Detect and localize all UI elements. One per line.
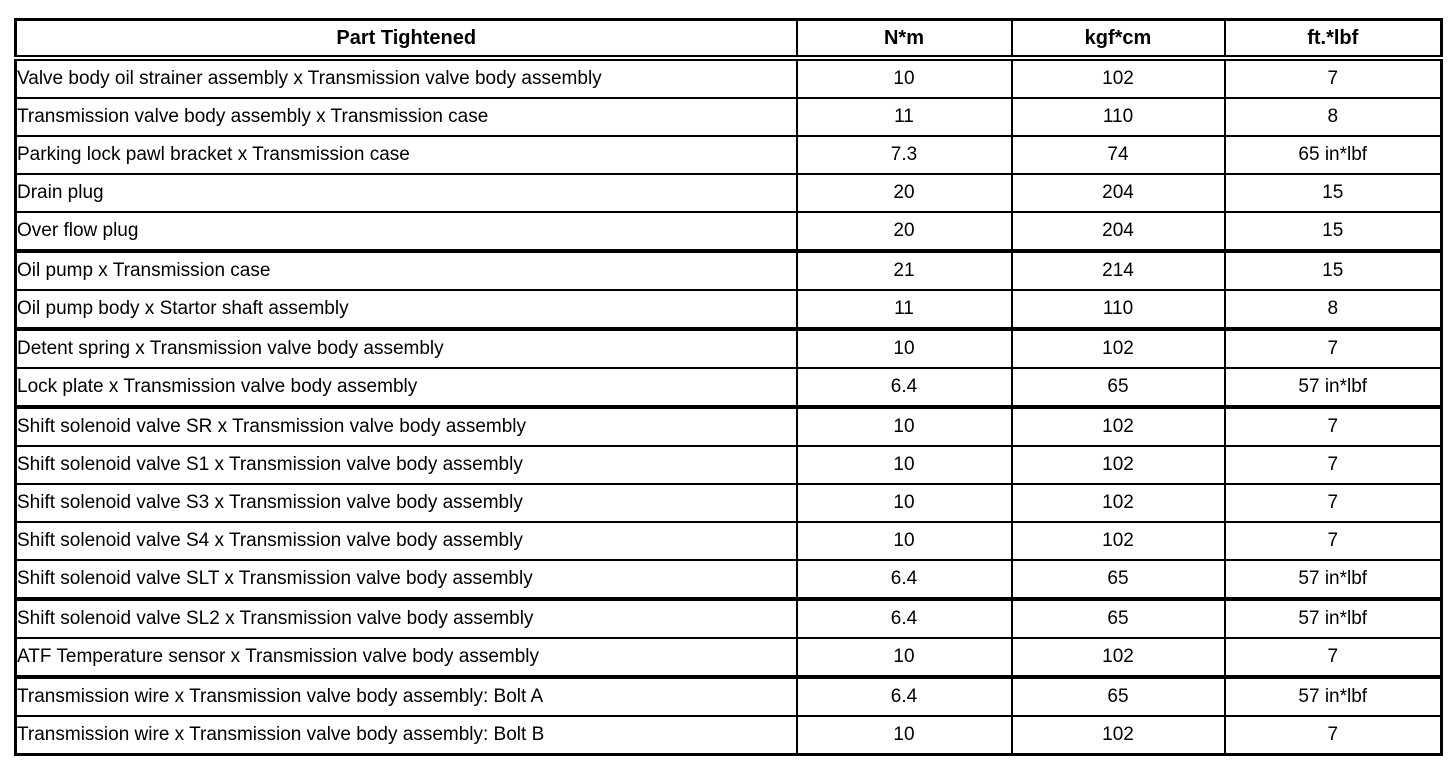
table-row: Transmission wire x Transmission valve b… — [14, 677, 1443, 717]
table-row: Oil pump body x Startor shaft assembly 1… — [14, 290, 1443, 331]
nm-value-cell: 20 — [795, 212, 1013, 253]
part-tightened-cell: Shift solenoid valve SR x Transmission v… — [14, 407, 798, 447]
ftlbf-value-cell: 7 — [1223, 716, 1443, 756]
table-row: Shift solenoid valve S1 x Transmission v… — [14, 446, 1443, 485]
part-tightened-cell: Shift solenoid valve SLT x Transmission … — [14, 560, 798, 601]
nm-value-cell: 6.4 — [795, 368, 1013, 409]
kgfcm-value-cell: 102 — [1010, 716, 1226, 756]
col-header-ftlbf: ft.*lbf — [1223, 19, 1443, 61]
table-header: Part Tightened N*m kgf*cm ft.*lbf — [14, 19, 1443, 61]
ftlbf-value-cell: 8 — [1223, 290, 1443, 331]
part-tightened-cell: Transmission valve body assembly x Trans… — [14, 98, 798, 137]
table-row: ATF Temperature sensor x Transmission va… — [14, 638, 1443, 679]
nm-value-cell: 20 — [795, 174, 1013, 213]
nm-value-cell: 11 — [795, 290, 1013, 331]
ftlbf-value-cell: 8 — [1223, 98, 1443, 137]
table-row: Transmission wire x Transmission valve b… — [14, 716, 1443, 756]
nm-value-cell: 10 — [795, 484, 1013, 523]
table-row: Valve body oil strainer assembly x Trans… — [14, 58, 1443, 99]
nm-value-cell: 6.4 — [795, 677, 1013, 717]
kgfcm-value-cell: 102 — [1010, 407, 1226, 447]
part-tightened-cell: Valve body oil strainer assembly x Trans… — [14, 58, 798, 99]
ftlbf-value-cell: 57 in*lbf — [1223, 677, 1443, 717]
part-tightened-cell: ATF Temperature sensor x Transmission va… — [14, 638, 798, 679]
part-tightened-cell: Transmission wire x Transmission valve b… — [14, 677, 798, 717]
kgfcm-value-cell: 102 — [1010, 484, 1226, 523]
table-row: Shift solenoid valve S4 x Transmission v… — [14, 522, 1443, 561]
ftlbf-value-cell: 7 — [1223, 522, 1443, 561]
nm-value-cell: 10 — [795, 638, 1013, 679]
kgfcm-value-cell: 102 — [1010, 58, 1226, 99]
kgfcm-value-cell: 102 — [1010, 522, 1226, 561]
header-row: Part Tightened N*m kgf*cm ft.*lbf — [14, 19, 1443, 61]
nm-value-cell: 21 — [795, 251, 1013, 291]
ftlbf-value-cell: 15 — [1223, 251, 1443, 291]
kgfcm-value-cell: 65 — [1010, 368, 1226, 409]
part-tightened-cell: Oil pump x Transmission case — [14, 251, 798, 291]
nm-value-cell: 11 — [795, 98, 1013, 137]
nm-value-cell: 6.4 — [795, 599, 1013, 639]
kgfcm-value-cell: 204 — [1010, 212, 1226, 253]
kgfcm-value-cell: 110 — [1010, 290, 1226, 331]
nm-value-cell: 10 — [795, 58, 1013, 99]
table-body: Valve body oil strainer assembly x Trans… — [14, 58, 1443, 756]
table-row: Detent spring x Transmission valve body … — [14, 329, 1443, 369]
kgfcm-value-cell: 102 — [1010, 638, 1226, 679]
part-tightened-cell: Over flow plug — [14, 212, 798, 253]
kgfcm-value-cell: 102 — [1010, 329, 1226, 369]
kgfcm-value-cell: 102 — [1010, 446, 1226, 485]
nm-value-cell: 7.3 — [795, 136, 1013, 175]
kgfcm-value-cell: 65 — [1010, 677, 1226, 717]
ftlbf-value-cell: 15 — [1223, 174, 1443, 213]
ftlbf-value-cell: 7 — [1223, 407, 1443, 447]
torque-spec-sheet: Part Tightened N*m kgf*cm ft.*lbf Valve … — [14, 18, 1443, 756]
table-row: Oil pump x Transmission case 21 214 15 — [14, 251, 1443, 291]
table-row: Shift solenoid valve SL2 x Transmission … — [14, 599, 1443, 639]
table-row: Parking lock pawl bracket x Transmission… — [14, 136, 1443, 175]
ftlbf-value-cell: 57 in*lbf — [1223, 599, 1443, 639]
table-row: Over flow plug 20 204 15 — [14, 212, 1443, 253]
nm-value-cell: 10 — [795, 716, 1013, 756]
kgfcm-value-cell: 65 — [1010, 599, 1226, 639]
part-tightened-cell: Shift solenoid valve S1 x Transmission v… — [14, 446, 798, 485]
ftlbf-value-cell: 7 — [1223, 329, 1443, 369]
ftlbf-value-cell: 7 — [1223, 446, 1443, 485]
table-row: Transmission valve body assembly x Trans… — [14, 98, 1443, 137]
col-header-kgfcm: kgf*cm — [1010, 19, 1226, 61]
nm-value-cell: 10 — [795, 446, 1013, 485]
table-row: Shift solenoid valve SR x Transmission v… — [14, 407, 1443, 447]
part-tightened-cell: Lock plate x Transmission valve body ass… — [14, 368, 798, 409]
torque-spec-table: Part Tightened N*m kgf*cm ft.*lbf Valve … — [14, 18, 1443, 756]
kgfcm-value-cell: 204 — [1010, 174, 1226, 213]
part-tightened-cell: Shift solenoid valve SL2 x Transmission … — [14, 599, 798, 639]
part-tightened-cell: Oil pump body x Startor shaft assembly — [14, 290, 798, 331]
nm-value-cell: 6.4 — [795, 560, 1013, 601]
kgfcm-value-cell: 110 — [1010, 98, 1226, 137]
kgfcm-value-cell: 214 — [1010, 251, 1226, 291]
nm-value-cell: 10 — [795, 522, 1013, 561]
part-tightened-cell: Shift solenoid valve S4 x Transmission v… — [14, 522, 798, 561]
ftlbf-value-cell: 57 in*lbf — [1223, 368, 1443, 409]
part-tightened-cell: Drain plug — [14, 174, 798, 213]
part-tightened-cell: Shift solenoid valve S3 x Transmission v… — [14, 484, 798, 523]
nm-value-cell: 10 — [795, 329, 1013, 369]
kgfcm-value-cell: 74 — [1010, 136, 1226, 175]
table-row: Lock plate x Transmission valve body ass… — [14, 368, 1443, 409]
table-row: Shift solenoid valve SLT x Transmission … — [14, 560, 1443, 601]
kgfcm-value-cell: 65 — [1010, 560, 1226, 601]
col-header-nm: N*m — [795, 19, 1013, 61]
col-header-part-tightened: Part Tightened — [14, 19, 798, 61]
part-tightened-cell: Detent spring x Transmission valve body … — [14, 329, 798, 369]
table-row: Shift solenoid valve S3 x Transmission v… — [14, 484, 1443, 523]
nm-value-cell: 10 — [795, 407, 1013, 447]
part-tightened-cell: Transmission wire x Transmission valve b… — [14, 716, 798, 756]
ftlbf-value-cell: 7 — [1223, 484, 1443, 523]
table-row: Drain plug 20 204 15 — [14, 174, 1443, 213]
ftlbf-value-cell: 65 in*lbf — [1223, 136, 1443, 175]
part-tightened-cell: Parking lock pawl bracket x Transmission… — [14, 136, 798, 175]
ftlbf-value-cell: 15 — [1223, 212, 1443, 253]
ftlbf-value-cell: 7 — [1223, 58, 1443, 99]
ftlbf-value-cell: 57 in*lbf — [1223, 560, 1443, 601]
ftlbf-value-cell: 7 — [1223, 638, 1443, 679]
